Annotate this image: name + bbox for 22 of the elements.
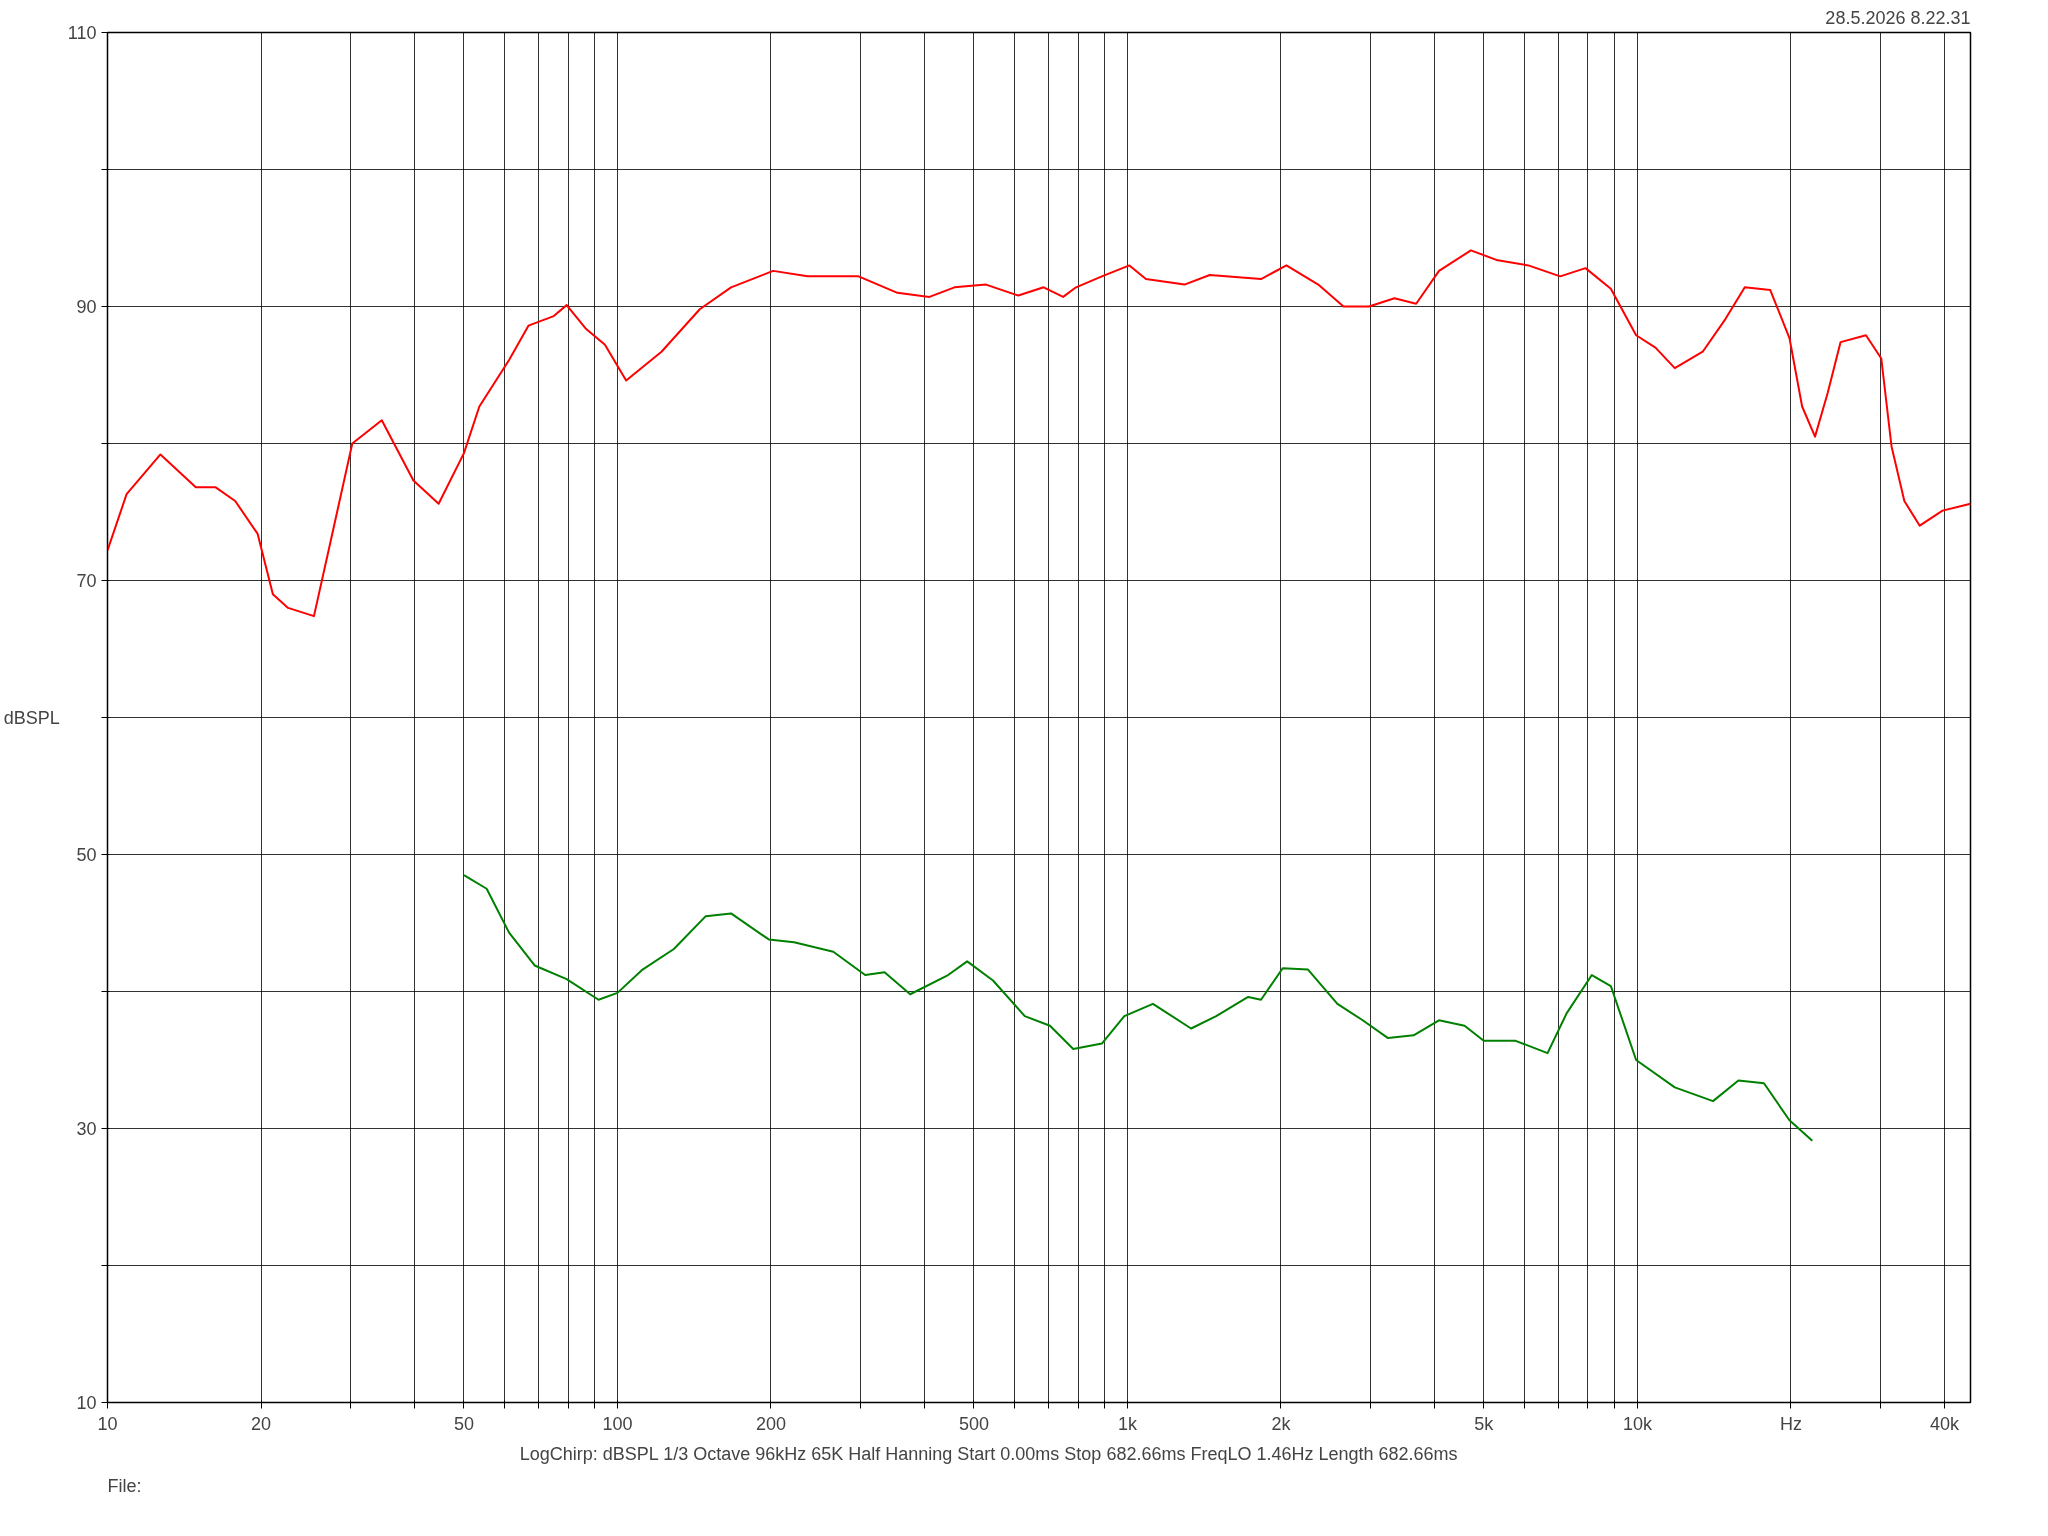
x-tick-label: Hz [1779, 1413, 1802, 1434]
x-tick-label: 100 [602, 1413, 633, 1434]
x-tick-label: 1k [1117, 1413, 1138, 1434]
x-tick-label: 200 [755, 1413, 787, 1434]
x-tick-label: 10 [97, 1413, 118, 1434]
y-tick-label: 10 [76, 1393, 97, 1413]
text: File: [107, 1475, 142, 1496]
y-tick-label: 30 [76, 1119, 97, 1139]
y-tick-label: 70 [76, 571, 97, 591]
y-axis-title: dBSPL [3, 707, 60, 728]
x-tick-label: 500 [958, 1413, 989, 1434]
x-tick-label: 50 [453, 1413, 474, 1434]
x-tick-label: 40k [1929, 1413, 1960, 1434]
x-tick-label: 5k [1474, 1413, 1495, 1434]
y-tick-label: 50 [76, 845, 97, 865]
text: 28.5.2026 8.22.31 [1825, 7, 1971, 28]
y-tick-label: 90 [76, 297, 97, 317]
x-tick-label: 2k [1271, 1413, 1292, 1434]
x-tick-label: 10k [1622, 1413, 1653, 1434]
y-tick-label: 110 [67, 23, 97, 43]
text: LogChirp: dBSPL 1/3 Octave 96kHz 65K Half Hanning Start 0.00ms Stop 682.66ms FreqLO 1.46Hz Length 682.66ms [519, 1443, 1458, 1464]
x-tick-label: 20 [251, 1413, 272, 1434]
